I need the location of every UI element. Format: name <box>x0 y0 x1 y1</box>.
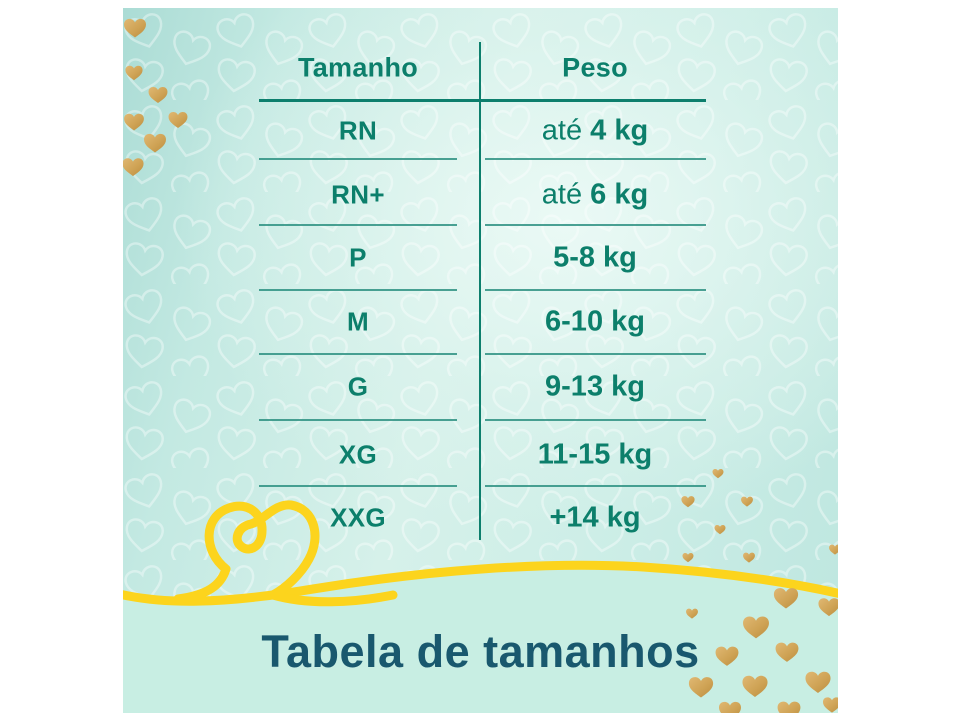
weight-value: 6-10 kg <box>545 306 645 339</box>
row-separator <box>485 289 706 291</box>
weight-bold: 5-8 kg <box>553 241 637 274</box>
weight-value: até 6 kg <box>542 179 648 212</box>
column-header-peso: Peso <box>562 52 628 83</box>
size-label: RN+ <box>331 179 385 210</box>
column-header-tamanho: Tamanho <box>297 52 419 83</box>
weight-bold: 4 kg <box>590 114 649 147</box>
gold-heart-icon <box>688 677 714 698</box>
size-label: XG <box>338 439 378 470</box>
weight-value: 5-8 kg <box>553 242 637 275</box>
size-label: XXG <box>330 502 386 533</box>
row-separator <box>485 224 706 226</box>
gold-heart-icon <box>742 675 768 697</box>
size-chart-panel: Tamanho Peso RN até 4 kg RN+ até 6 kg P … <box>123 8 838 713</box>
size-label: P <box>349 242 367 273</box>
weight-bold: +14 kg <box>549 501 641 534</box>
row-separator <box>259 224 457 226</box>
weight-value: 9-13 kg <box>545 371 645 404</box>
weight-bold: 9-13 kg <box>545 370 645 403</box>
weight-prefix: até <box>541 114 591 147</box>
header-underline <box>259 99 706 102</box>
weight-bold: 11-15 kg <box>537 438 653 471</box>
row-separator <box>485 485 706 487</box>
weight-bold: 6 kg <box>590 178 649 211</box>
gold-heart-icon <box>773 588 799 609</box>
gold-heart-icon <box>818 598 838 617</box>
gold-heart-icon <box>686 608 698 619</box>
row-separator <box>259 485 457 487</box>
ribbon-wave <box>123 560 838 606</box>
weight-bold: 6-10 kg <box>545 305 645 338</box>
yellow-heart-ribbon <box>123 500 838 713</box>
row-separator <box>485 419 706 421</box>
row-separator <box>259 353 457 355</box>
weight-value: até 4 kg <box>542 115 648 148</box>
row-separator <box>259 419 457 421</box>
column-divider <box>479 42 481 540</box>
gold-heart-icon <box>822 697 838 713</box>
size-label: M <box>347 306 369 337</box>
gold-heart-icon <box>719 701 741 713</box>
row-separator <box>259 158 457 160</box>
size-label: RN <box>338 115 378 146</box>
row-separator <box>485 353 706 355</box>
weight-value: 11-15 kg <box>538 439 652 472</box>
sizes-table: Tamanho Peso RN até 4 kg RN+ até 6 kg P … <box>123 8 838 568</box>
size-label: G <box>347 371 369 402</box>
panel-caption: Tabela de tamanhos <box>261 626 700 677</box>
row-separator <box>485 158 706 160</box>
weight-value: +14 kg <box>549 502 640 535</box>
row-separator <box>259 289 457 291</box>
ribbon-heart-doodle <box>173 500 398 607</box>
gold-heart-icon <box>777 701 801 713</box>
weight-prefix: até <box>541 178 591 211</box>
